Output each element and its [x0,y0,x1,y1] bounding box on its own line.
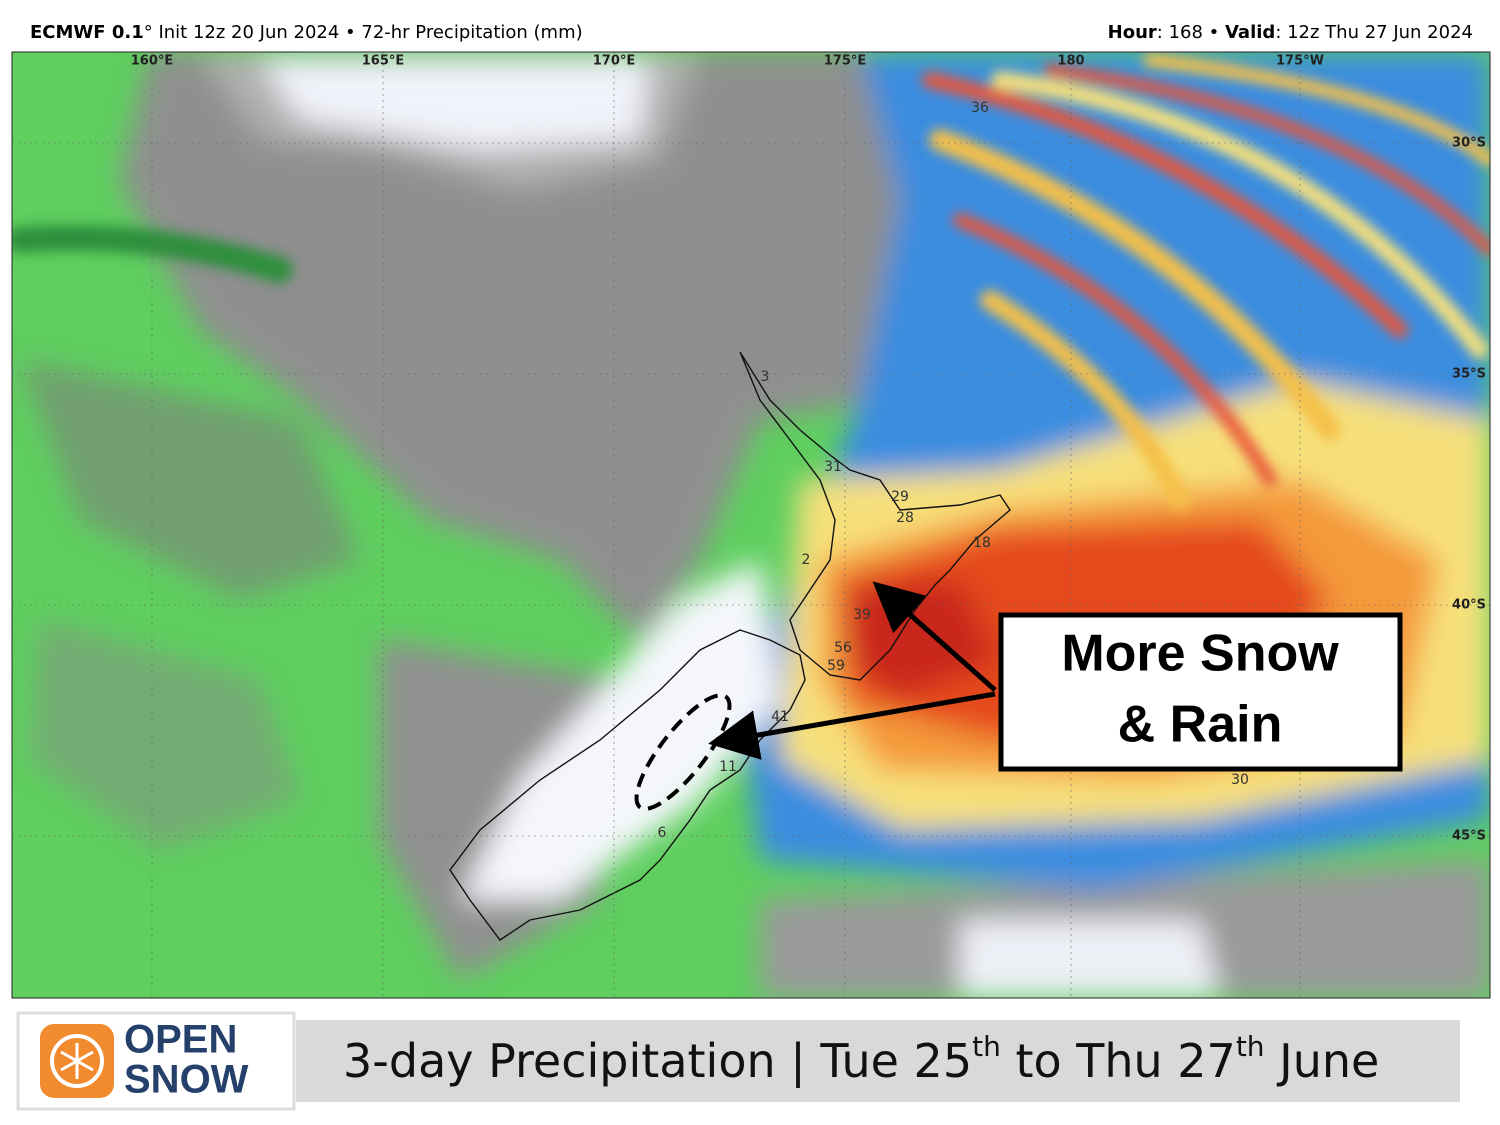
latitude-label: 45°S [1452,829,1486,844]
station-value: 39 [853,607,871,623]
station-value: 36 [971,100,989,116]
header-left: ECMWF 0.1° Init 12z 20 Jun 2024 • 72-hr … [30,22,583,43]
grid [12,52,1490,998]
logo-text: SNOW [124,1058,249,1102]
logo-snowflake [60,1043,94,1079]
station-value: 30 [1231,772,1249,788]
latitude-label: 35°S [1452,367,1486,382]
station-value: 28 [896,510,914,526]
latitude-label: 40°S [1452,598,1486,613]
longitude-label: 175°E [824,54,867,69]
annotation-box [998,612,1403,772]
longitude-label: 170°E [593,54,636,69]
station-value: 29 [891,489,909,505]
longitude-label: 165°E [362,54,405,69]
longitude-label: 180 [1057,54,1084,69]
longitude-label: 175°W [1276,54,1324,69]
highlight-ellipse [634,693,732,811]
station-value: 31 [824,459,842,475]
logo-text: OPEN [124,1018,237,1062]
annotation-text: & Rain [1118,696,1283,754]
longitude-label: 160°E [131,54,174,69]
arrow [872,581,997,692]
station-value: 3 [761,369,770,385]
station-value: 6 [658,825,667,841]
caption-band [296,1020,1460,1102]
header-right: Hour: 168 • Valid: 12z Thu 27 Jun 2024 [1108,22,1473,43]
arrow [708,691,996,760]
latitude-label: 30°S [1452,136,1486,151]
annotation-text: More Snow [1061,625,1339,683]
station-value: 41 [771,709,789,725]
caption: 3-day Precipitation | Tue 25th to Thu 27… [343,1030,1379,1089]
map-frame [11,51,1491,999]
station-value: 59 [827,658,845,674]
station-value: 11 [719,759,737,775]
station-value: 56 [834,640,852,656]
precip-map: 160°E 165°E 170°E 175°E 180 175°W 30°S 35°S 40°S… [12,52,1490,998]
station-value: 18 [973,535,991,551]
logo-icon-ring [50,1034,104,1088]
station-value: 2 [802,552,811,568]
